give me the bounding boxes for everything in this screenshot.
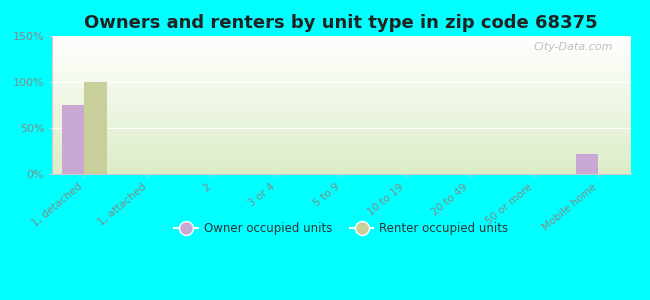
Title: Owners and renters by unit type in zip code 68375: Owners and renters by unit type in zip c… — [84, 14, 598, 32]
Bar — [576, 154, 599, 174]
Bar — [62, 105, 84, 174]
Text: City-Data.com: City-Data.com — [534, 41, 613, 52]
Legend: Owner occupied units, Renter occupied units: Owner occupied units, Renter occupied un… — [170, 218, 513, 240]
Bar — [84, 82, 107, 174]
